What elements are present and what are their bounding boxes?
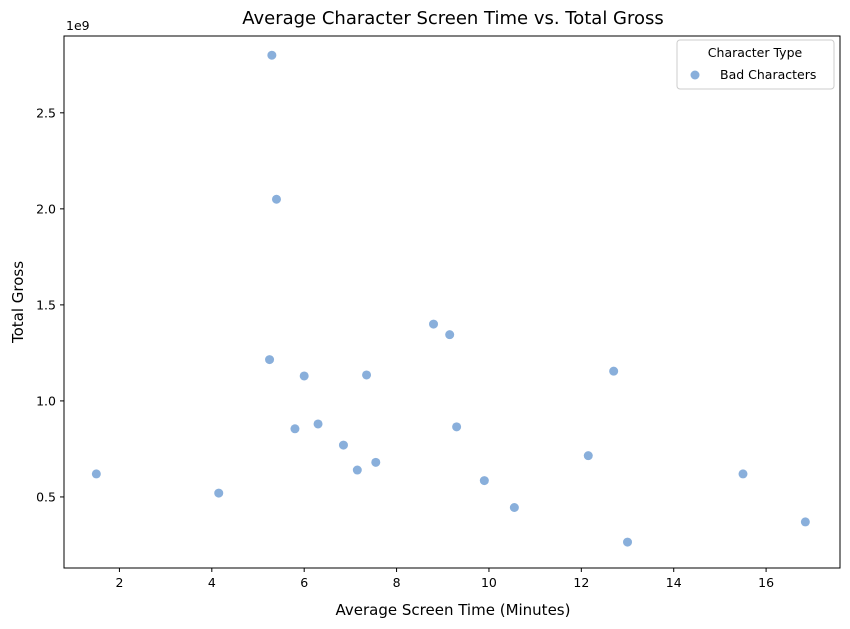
data-point xyxy=(338,440,348,450)
data-point xyxy=(267,50,277,60)
data-point xyxy=(371,457,381,467)
x-tick-label: 10 xyxy=(481,575,497,590)
x-tick-label: 16 xyxy=(758,575,774,590)
data-point xyxy=(445,330,455,340)
data-point xyxy=(429,319,439,329)
legend-box xyxy=(676,39,835,90)
x-axis-title: Average Screen Time (Minutes) xyxy=(336,601,571,619)
data-point xyxy=(362,370,372,380)
y-tick-label: 2.0 xyxy=(36,201,56,216)
legend-marker xyxy=(690,70,700,80)
y-offset-label: 1e9 xyxy=(66,18,90,33)
x-tick-label: 6 xyxy=(300,575,308,590)
x-tick-label: 2 xyxy=(115,575,123,590)
data-point xyxy=(271,194,281,204)
data-point xyxy=(313,419,323,429)
y-tick-label: 1.0 xyxy=(36,393,56,408)
plot-area: 2 4 6 8 10 12 14 16 0.5 1.0 1.5 2.0 2.5 xyxy=(36,35,841,590)
data-points xyxy=(91,50,810,547)
data-point xyxy=(800,517,810,527)
x-tick-label: 14 xyxy=(666,575,682,590)
y-tick-label: 1.5 xyxy=(36,297,56,312)
x-tick-label: 8 xyxy=(393,575,401,590)
y-tick-label: 0.5 xyxy=(36,489,56,504)
data-point xyxy=(623,537,633,547)
data-point xyxy=(290,424,300,434)
data-point xyxy=(738,469,748,479)
plot-frame xyxy=(63,35,841,569)
y-tick-label: 2.5 xyxy=(36,105,56,120)
x-tick-label: 4 xyxy=(208,575,216,590)
legend-entry-bad-characters: Bad Characters xyxy=(720,67,816,82)
data-point xyxy=(299,371,309,381)
data-point xyxy=(452,422,462,432)
data-point xyxy=(214,488,224,498)
data-point xyxy=(583,451,593,461)
data-point xyxy=(479,476,489,486)
legend: Character Type Bad Characters xyxy=(676,39,835,90)
data-point xyxy=(91,469,101,479)
chart-title: Average Character Screen Time vs. Total … xyxy=(242,8,664,29)
y-axis-title: Total Gross xyxy=(9,261,27,344)
data-point xyxy=(609,366,619,376)
axis-ticks: 2 4 6 8 10 12 14 16 0.5 1.0 1.5 2.0 2.5 xyxy=(36,105,774,590)
legend-title: Character Type xyxy=(708,45,803,60)
x-tick-label: 12 xyxy=(573,575,589,590)
data-point xyxy=(509,503,519,513)
data-point xyxy=(352,465,362,475)
data-point xyxy=(265,355,275,365)
